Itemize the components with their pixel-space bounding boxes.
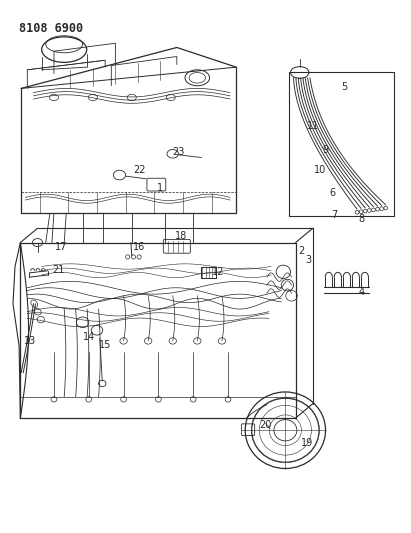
- Text: 13: 13: [24, 336, 36, 346]
- Text: 19: 19: [301, 438, 313, 448]
- Text: 3: 3: [305, 255, 311, 265]
- Text: 11: 11: [307, 120, 319, 131]
- Text: 23: 23: [173, 147, 185, 157]
- Text: 18: 18: [175, 231, 187, 241]
- Text: 2: 2: [299, 246, 305, 255]
- Text: 17: 17: [55, 242, 67, 252]
- Text: 8: 8: [358, 214, 364, 224]
- Text: 16: 16: [133, 242, 145, 252]
- Text: 10: 10: [314, 165, 326, 175]
- Text: 20: 20: [259, 420, 272, 430]
- Text: 7: 7: [331, 210, 338, 220]
- Text: 6: 6: [330, 188, 335, 198]
- Text: 1: 1: [157, 183, 164, 193]
- Text: 22: 22: [134, 165, 146, 175]
- Text: 5: 5: [342, 82, 348, 92]
- Text: 21: 21: [53, 265, 65, 275]
- Text: 8108 6900: 8108 6900: [19, 22, 83, 35]
- Text: 14: 14: [83, 332, 95, 342]
- Bar: [289, 72, 394, 216]
- Text: 9: 9: [323, 144, 328, 155]
- Text: 15: 15: [99, 340, 111, 350]
- Text: 4: 4: [358, 287, 364, 297]
- Text: 12: 12: [212, 267, 224, 277]
